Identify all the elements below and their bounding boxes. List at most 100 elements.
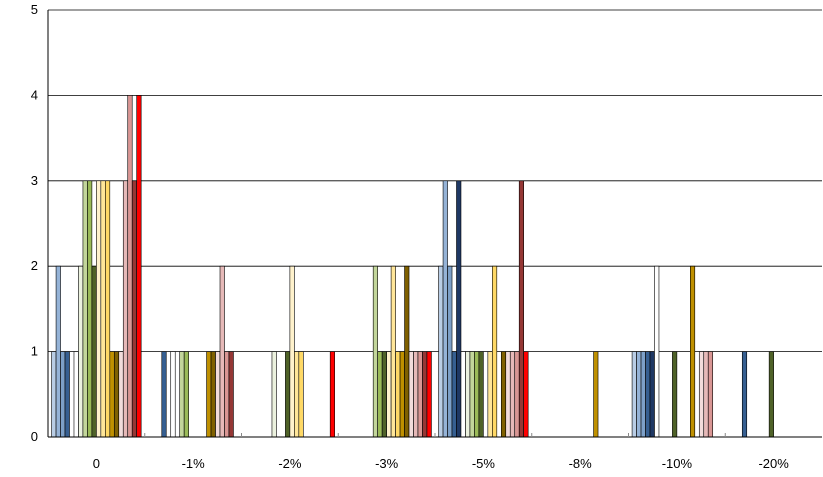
bar	[136, 95, 142, 438]
bar	[698, 351, 705, 438]
bar	[523, 351, 529, 438]
bar	[271, 351, 277, 438]
y-tick-label: 3	[31, 173, 38, 188]
bar	[219, 265, 225, 438]
bar	[228, 351, 234, 438]
bar	[631, 351, 637, 438]
x-tick-label: -20%	[758, 456, 789, 471]
gridlines	[48, 9, 822, 353]
bar	[298, 351, 304, 438]
bar	[399, 351, 405, 438]
bar	[408, 351, 414, 438]
bar	[87, 180, 93, 438]
bar	[73, 351, 79, 438]
bar	[514, 351, 520, 438]
bar	[649, 351, 655, 438]
bars	[51, 95, 774, 438]
bar	[329, 351, 335, 438]
bar	[478, 351, 484, 438]
bar	[469, 351, 475, 438]
bar	[78, 265, 84, 438]
bar	[640, 351, 646, 438]
bar	[131, 180, 137, 438]
bar	[426, 351, 432, 438]
bar	[395, 351, 401, 438]
bar	[447, 265, 453, 438]
bar	[60, 351, 66, 438]
bar	[55, 265, 61, 438]
y-tick-label: 4	[31, 87, 38, 102]
bar	[487, 351, 493, 438]
x-tick-label: -1%	[182, 456, 206, 471]
bar	[377, 351, 383, 438]
bar	[442, 180, 448, 438]
bar	[170, 351, 176, 438]
bar	[289, 265, 295, 438]
bar	[703, 351, 709, 438]
bar	[224, 351, 230, 438]
bar	[654, 265, 660, 438]
bar	[518, 180, 524, 438]
bar	[645, 351, 651, 438]
bar	[109, 351, 115, 438]
bar	[474, 351, 480, 438]
x-tick-label: -5%	[472, 456, 496, 471]
bar	[672, 351, 678, 438]
bar	[51, 351, 57, 438]
bar	[707, 351, 714, 438]
bar	[113, 351, 120, 438]
y-tick-label: 2	[31, 258, 38, 273]
bar	[294, 351, 300, 438]
bar	[390, 265, 396, 438]
bar	[509, 351, 516, 438]
bar	[404, 265, 410, 438]
y-tick-label: 1	[31, 344, 38, 359]
bar	[438, 265, 444, 438]
bar	[768, 351, 774, 438]
bar	[386, 351, 392, 438]
bar	[100, 180, 106, 438]
bar	[422, 351, 428, 438]
bar	[492, 265, 498, 438]
x-tick-label: -2%	[278, 456, 302, 471]
bar	[161, 351, 167, 438]
bar	[210, 351, 216, 438]
bar	[690, 265, 696, 438]
bar	[183, 351, 189, 438]
bar	[465, 351, 471, 438]
axes	[47, 10, 822, 438]
bar	[105, 180, 111, 438]
bar	[82, 180, 88, 438]
bar	[64, 351, 70, 438]
bar	[741, 351, 748, 438]
bar	[451, 351, 457, 438]
bar	[505, 351, 511, 438]
bar	[460, 351, 466, 438]
y-tick-label: 5	[31, 2, 38, 17]
bar	[456, 180, 462, 438]
x-tick-label: -3%	[375, 456, 399, 471]
bar	[636, 351, 642, 438]
y-tick-label: 0	[31, 429, 38, 444]
bar	[206, 351, 212, 438]
x-tick-label: -8%	[569, 456, 593, 471]
bar	[127, 95, 133, 438]
bar	[179, 351, 185, 438]
x-tick-label: 0	[93, 456, 100, 471]
bar	[215, 351, 221, 438]
bar	[285, 351, 291, 438]
bar	[500, 351, 507, 438]
bar	[118, 351, 124, 438]
tick-labels: 0 1 2 3 4 5 0 -1% -2% -3% -5% -8% -10% -20%	[31, 2, 789, 471]
bar	[122, 180, 129, 438]
bar	[372, 265, 378, 438]
bar	[381, 351, 387, 438]
bar	[417, 351, 423, 438]
bar	[593, 351, 599, 438]
x-tick-label: -10%	[662, 456, 693, 471]
bar	[91, 265, 97, 438]
bar	[96, 180, 102, 438]
bar	[413, 351, 419, 438]
